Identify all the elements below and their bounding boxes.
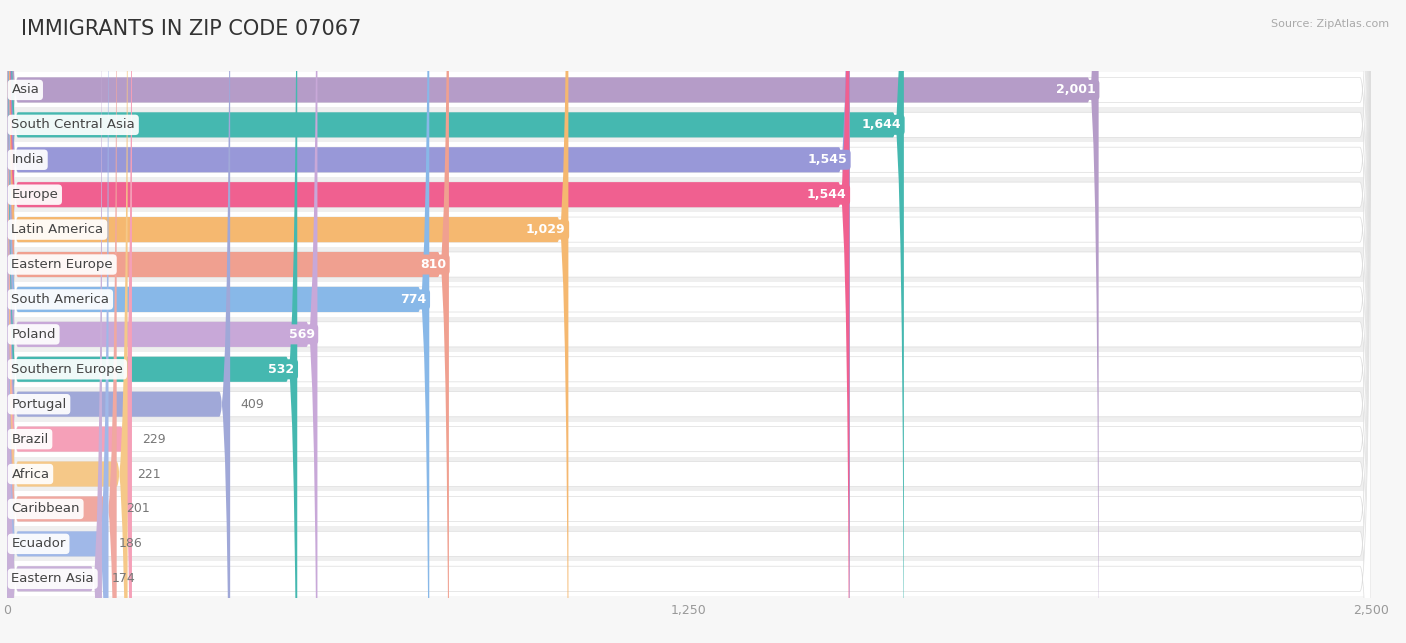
FancyBboxPatch shape: [7, 0, 1371, 643]
FancyBboxPatch shape: [7, 0, 128, 643]
Bar: [0, 73, 1406, 107]
FancyBboxPatch shape: [7, 0, 1371, 643]
Bar: [0, 107, 1406, 142]
Bar: [0, 247, 1406, 282]
Text: 810: 810: [420, 258, 446, 271]
Text: Eastern Asia: Eastern Asia: [11, 572, 94, 585]
Text: 2,001: 2,001: [1056, 84, 1095, 96]
Text: Europe: Europe: [11, 188, 58, 201]
FancyBboxPatch shape: [7, 0, 1371, 643]
FancyBboxPatch shape: [7, 0, 1371, 643]
FancyBboxPatch shape: [7, 0, 1098, 643]
Text: South America: South America: [11, 293, 110, 306]
FancyBboxPatch shape: [7, 0, 1371, 643]
FancyBboxPatch shape: [7, 0, 849, 643]
Bar: [0, 527, 1406, 561]
Text: Asia: Asia: [11, 84, 39, 96]
FancyBboxPatch shape: [7, 0, 568, 643]
FancyBboxPatch shape: [7, 0, 904, 643]
FancyBboxPatch shape: [7, 0, 1371, 643]
FancyBboxPatch shape: [7, 0, 103, 643]
Text: 201: 201: [127, 502, 150, 516]
Text: IMMIGRANTS IN ZIP CODE 07067: IMMIGRANTS IN ZIP CODE 07067: [21, 19, 361, 39]
Text: Caribbean: Caribbean: [11, 502, 80, 516]
Text: 1,644: 1,644: [862, 118, 901, 131]
Bar: [0, 561, 1406, 596]
Text: 221: 221: [138, 467, 162, 480]
Bar: [0, 422, 1406, 457]
Text: Brazil: Brazil: [11, 433, 49, 446]
Text: 409: 409: [240, 398, 264, 411]
Text: 1,544: 1,544: [807, 188, 846, 201]
Text: 1,029: 1,029: [526, 223, 565, 236]
Bar: [0, 317, 1406, 352]
Bar: [0, 212, 1406, 247]
Text: Poland: Poland: [11, 328, 56, 341]
Bar: [0, 457, 1406, 491]
FancyBboxPatch shape: [7, 0, 1371, 643]
Text: 1,545: 1,545: [807, 153, 848, 167]
FancyBboxPatch shape: [7, 0, 1371, 643]
Text: Southern Europe: Southern Europe: [11, 363, 124, 376]
Text: Africa: Africa: [11, 467, 49, 480]
FancyBboxPatch shape: [7, 0, 1371, 643]
Text: Ecuador: Ecuador: [11, 538, 66, 550]
FancyBboxPatch shape: [7, 0, 429, 643]
FancyBboxPatch shape: [7, 0, 1371, 643]
FancyBboxPatch shape: [7, 0, 449, 643]
Bar: [0, 386, 1406, 422]
Bar: [0, 282, 1406, 317]
FancyBboxPatch shape: [7, 0, 108, 643]
Text: Eastern Europe: Eastern Europe: [11, 258, 112, 271]
Text: South Central Asia: South Central Asia: [11, 118, 135, 131]
FancyBboxPatch shape: [7, 0, 318, 643]
Text: 186: 186: [118, 538, 142, 550]
Text: 229: 229: [142, 433, 166, 446]
Text: India: India: [11, 153, 44, 167]
Text: Source: ZipAtlas.com: Source: ZipAtlas.com: [1271, 19, 1389, 30]
FancyBboxPatch shape: [7, 0, 1371, 643]
Text: Latin America: Latin America: [11, 223, 104, 236]
FancyBboxPatch shape: [7, 0, 1371, 643]
FancyBboxPatch shape: [7, 0, 132, 643]
Text: 569: 569: [288, 328, 315, 341]
Text: 774: 774: [401, 293, 426, 306]
Bar: [0, 142, 1406, 177]
FancyBboxPatch shape: [7, 0, 849, 643]
FancyBboxPatch shape: [7, 0, 117, 643]
Text: 532: 532: [269, 363, 294, 376]
FancyBboxPatch shape: [7, 0, 231, 643]
Text: Portugal: Portugal: [11, 398, 66, 411]
FancyBboxPatch shape: [7, 0, 1371, 643]
FancyBboxPatch shape: [7, 0, 297, 643]
Bar: [0, 177, 1406, 212]
FancyBboxPatch shape: [7, 0, 1371, 643]
Bar: [0, 491, 1406, 527]
Text: 174: 174: [111, 572, 135, 585]
FancyBboxPatch shape: [7, 0, 1371, 643]
Bar: [0, 352, 1406, 386]
